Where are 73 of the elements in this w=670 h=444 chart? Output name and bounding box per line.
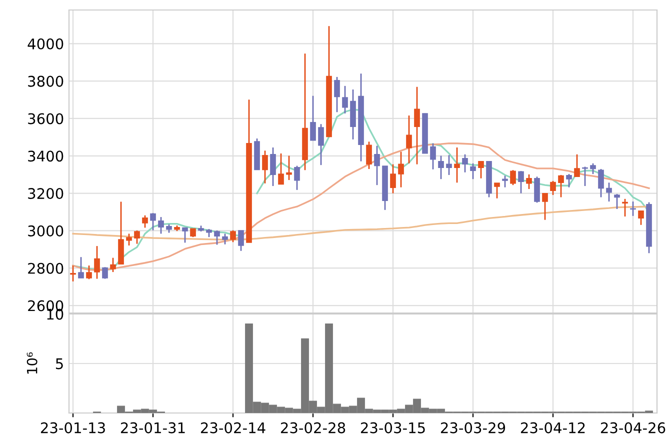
candlestick xyxy=(182,227,188,244)
candlestick xyxy=(110,257,116,273)
y-tick-label: 2800 xyxy=(28,262,64,274)
candlestick xyxy=(638,210,644,226)
candlestick xyxy=(438,155,444,180)
y-tick-label: 3000 xyxy=(28,225,64,236)
candlestick xyxy=(158,216,164,234)
candlestick xyxy=(542,192,548,221)
candlestick xyxy=(286,155,292,181)
y-tick-label: 5 xyxy=(56,358,63,370)
candlestick xyxy=(278,152,284,186)
candlestick xyxy=(142,214,148,228)
x-tick-label: 23-01-31 xyxy=(120,422,185,434)
candlestick xyxy=(550,180,556,196)
candlestick xyxy=(598,168,604,198)
candlestick xyxy=(526,174,532,190)
candlestick xyxy=(374,145,380,186)
x-tick-label: 23-03-29 xyxy=(440,422,506,434)
candlestick xyxy=(470,162,476,180)
candlestick xyxy=(622,198,628,218)
candlestick xyxy=(494,182,500,200)
candlestick xyxy=(462,154,468,174)
candlestick xyxy=(566,173,572,188)
candlestick xyxy=(558,174,564,198)
candlestick xyxy=(518,170,524,194)
x-tick-label: 23-04-26 xyxy=(600,422,666,434)
candlestick xyxy=(614,193,620,210)
candlestick xyxy=(534,176,540,204)
candlestick xyxy=(606,182,612,202)
candlestick xyxy=(582,166,588,187)
candlestick xyxy=(390,164,396,194)
candlestick xyxy=(70,264,76,282)
y-tick-label: 3200 xyxy=(28,188,64,200)
candlestick xyxy=(478,160,484,180)
candlestick xyxy=(502,175,508,188)
candlestick xyxy=(150,212,156,232)
candlestick xyxy=(78,256,84,279)
y-tick-label: 3800 xyxy=(28,76,64,87)
candlestick xyxy=(294,165,300,191)
candlestick xyxy=(214,230,220,246)
candlestick xyxy=(398,151,404,188)
candlestick xyxy=(94,245,100,280)
candlestick xyxy=(102,266,108,280)
candlestick xyxy=(86,264,92,280)
candlestick xyxy=(574,154,580,178)
candlestick xyxy=(430,142,436,170)
candlestick xyxy=(454,146,460,184)
candlestick xyxy=(342,85,348,114)
candlestick xyxy=(590,162,596,175)
x-tick-label: 23-04-12 xyxy=(520,422,585,434)
candlestick xyxy=(310,95,316,142)
candlestick xyxy=(318,123,324,166)
y-tick-label: 4000 xyxy=(28,38,64,50)
candlestick xyxy=(366,140,372,170)
candlestick xyxy=(406,114,412,164)
y-axis-title: 10⁶ xyxy=(26,352,38,374)
candlestick xyxy=(510,169,516,186)
y-tick-label: 3400 xyxy=(28,150,64,162)
y-tick-label: 3600 xyxy=(28,113,64,124)
candlestick xyxy=(414,86,420,165)
candlestick xyxy=(126,233,132,246)
candlestick xyxy=(270,146,276,187)
candlestick xyxy=(446,154,452,176)
x-tick-label: 23-02-28 xyxy=(280,422,346,434)
x-tick-label: 23-02-14 xyxy=(200,422,266,434)
x-tick-label: 23-03-15 xyxy=(360,422,425,434)
candlestick xyxy=(134,230,140,244)
candlestick xyxy=(262,150,268,184)
candlestick xyxy=(222,233,228,246)
x-tick-label: 23-01-13 xyxy=(40,422,105,434)
candlestick xyxy=(230,230,236,243)
candlestick xyxy=(238,230,244,252)
candlestick xyxy=(334,76,340,113)
